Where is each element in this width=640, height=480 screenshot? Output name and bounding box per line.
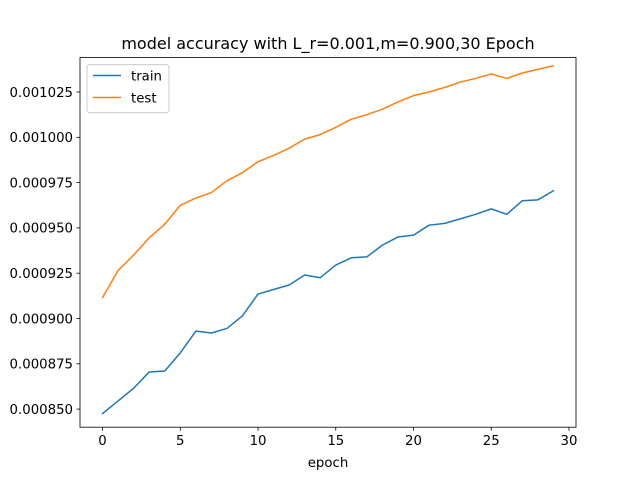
- legend-label-train: train: [131, 69, 162, 84]
- x-tick-label: 5: [176, 434, 184, 449]
- y-tick-label: 0.001000: [10, 131, 73, 146]
- legend-label-test: test: [131, 91, 157, 106]
- x-axis-label: epoch: [308, 456, 349, 471]
- series-line-train: [101, 189, 555, 415]
- y-axis-ticks: 0.000850 0.000875 0.000900 0.000925 0.000950…: [10, 86, 80, 418]
- y-tick-label: 0.000925: [10, 267, 73, 282]
- y-tick-label: 0.000900: [10, 312, 73, 327]
- y-tick-label: 0.001025: [10, 86, 73, 101]
- y-tick-label: 0.000875: [10, 358, 73, 373]
- x-tick-label: 30: [561, 434, 578, 449]
- y-tick-label: 0.000850: [10, 403, 73, 418]
- legend-box: [86, 64, 170, 114]
- x-tick-label: 10: [250, 434, 267, 449]
- x-tick-label: 20: [405, 434, 422, 449]
- y-tick-label: 0.000950: [10, 222, 73, 237]
- x-tick-label: 0: [98, 434, 106, 449]
- x-axis-ticks: 0 5 10 15 20 25 30: [98, 427, 577, 449]
- x-tick-label: 25: [483, 434, 500, 449]
- legend: train test: [86, 64, 170, 114]
- x-tick-label: 15: [327, 434, 344, 449]
- series-line-test: [101, 64, 555, 299]
- y-tick-label: 0.000975: [10, 176, 73, 191]
- series-layer: [101, 64, 555, 415]
- chart-title: model accuracy with L_r=0.001,m=0.900,30…: [121, 34, 534, 54]
- plot-frame: [79, 57, 577, 428]
